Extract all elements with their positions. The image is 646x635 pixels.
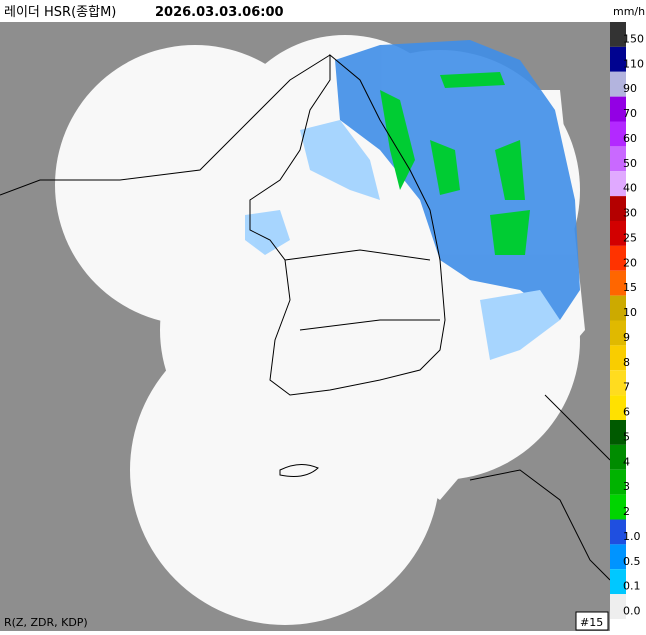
legend-swatch <box>610 71 626 97</box>
legend-label: 110 <box>623 57 644 70</box>
legend-swatch <box>610 270 626 296</box>
legend-swatch <box>610 345 626 371</box>
legend-swatch <box>610 395 626 420</box>
legend-swatch <box>610 171 626 197</box>
legend-label: 90 <box>623 82 637 95</box>
legend-swatch <box>610 444 626 470</box>
legend-label: 4 <box>623 455 630 468</box>
legend-swatch <box>610 494 626 520</box>
legend-swatch <box>610 295 626 321</box>
legend-label: 50 <box>623 157 637 170</box>
legend-swatch <box>610 46 626 72</box>
legend-label: 0.0 <box>623 605 641 618</box>
legend-swatch <box>610 569 626 595</box>
legend-swatch <box>610 96 626 122</box>
legend-swatch <box>610 146 626 172</box>
legend-swatch <box>610 370 626 396</box>
legend-label: 40 <box>623 182 637 195</box>
legend-label: 150 <box>623 32 644 45</box>
legend-swatch <box>610 594 626 619</box>
timestamp: 2026.03.03.06:00 <box>155 5 284 20</box>
legend-label: 2 <box>623 505 630 518</box>
legend-label: 30 <box>623 207 637 220</box>
legend-swatch <box>610 121 626 147</box>
legend: 150 110 90 70 60 50 40 30 25 20 15 10 9 8 7 6 5 4 3 2 1.0 0.5… <box>610 22 644 619</box>
legend-swatch <box>610 320 626 346</box>
legend-swatch <box>610 221 626 246</box>
legend-label: 1.0 <box>623 530 641 543</box>
legend-label: 15 <box>623 281 637 294</box>
legend-swatch <box>610 469 626 495</box>
legend-label: 70 <box>623 107 637 120</box>
legend-label: 5 <box>623 430 630 443</box>
legend-label: 9 <box>623 331 630 344</box>
legend-label: 10 <box>623 306 637 319</box>
frame-label: #15 <box>580 616 603 629</box>
legend-label: 60 <box>623 132 637 145</box>
legend-swatch <box>610 420 626 445</box>
legend-label: 8 <box>623 356 630 369</box>
legend-label: 0.1 <box>623 580 641 593</box>
legend-label: 20 <box>623 256 637 269</box>
frame-box <box>575 611 609 631</box>
legend-label: 3 <box>623 480 630 493</box>
legend-swatch <box>610 196 626 221</box>
legend-label: 6 <box>623 406 630 419</box>
legend-label: 0.5 <box>623 555 641 568</box>
legend-swatch <box>610 544 626 570</box>
legend-unit: mm/h <box>613 5 645 18</box>
legend-label: 25 <box>623 231 637 244</box>
method-label: R(Z, ZDR, KDP) <box>4 616 88 629</box>
title: 레이더 HSR(종합M) <box>4 5 116 20</box>
map <box>0 22 611 631</box>
legend-label: 7 <box>623 381 630 394</box>
legend-swatch <box>610 519 626 545</box>
legend-swatch <box>610 245 626 271</box>
legend-swatch <box>610 22 626 47</box>
